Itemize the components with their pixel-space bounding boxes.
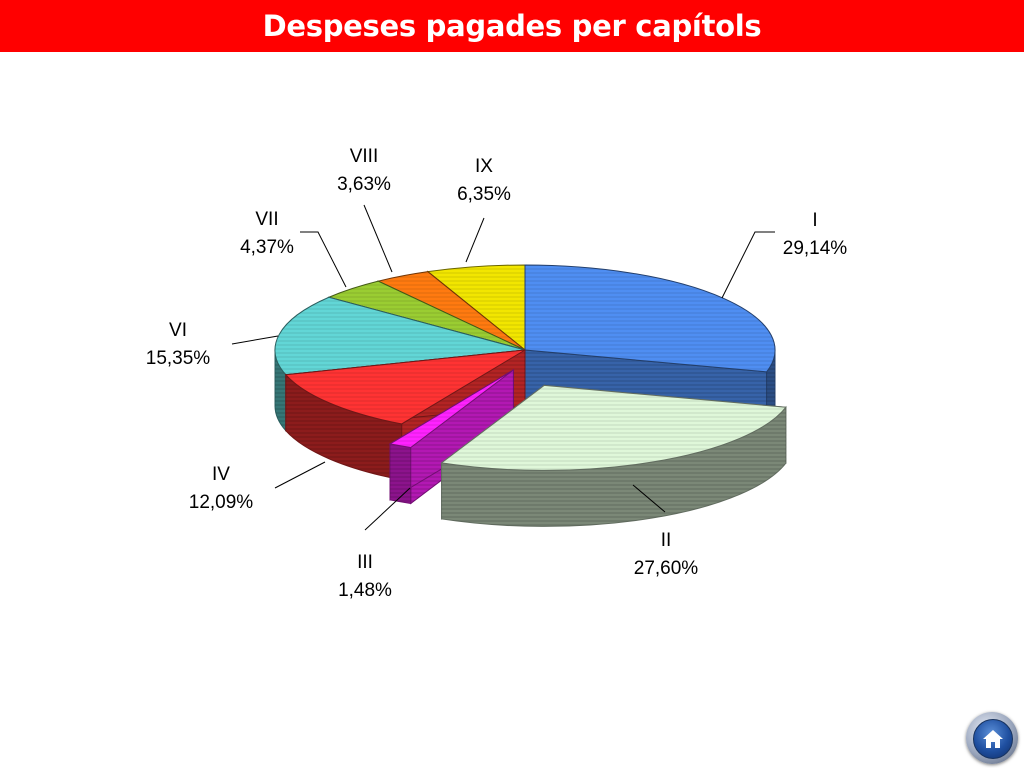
slice-label-iv: IV (212, 464, 230, 485)
slice-value-viii: 3,63% (337, 174, 391, 195)
slice-value-iv: 12,09% (189, 492, 254, 513)
slice-label-iii: III (357, 552, 373, 573)
home-button[interactable] (966, 712, 1018, 764)
slice-label-ix: IX (475, 156, 493, 177)
pie-slice-iii (388, 368, 514, 505)
leader-line-viii (363, 204, 393, 273)
home-button-inner (973, 719, 1013, 759)
leader-line-vi (231, 335, 279, 345)
slice-label-ii: II (661, 530, 672, 551)
leader-line-iii (364, 487, 411, 531)
home-icon (983, 730, 1003, 748)
slice-label-i: I (812, 210, 817, 231)
leader-line-i (721, 231, 775, 299)
slice-value-ix: 6,35% (457, 184, 511, 205)
leader-line-iv (274, 461, 326, 489)
leader-line-vii (300, 231, 347, 288)
leader-line-ii (632, 484, 666, 513)
slice-label-vii: VII (255, 209, 278, 230)
slice-value-iii: 1,48% (338, 580, 392, 601)
leader-line-ix (465, 217, 485, 263)
title-bar: Despeses pagades per capítols (0, 0, 1024, 52)
page-title: Despeses pagades per capítols (262, 9, 762, 43)
slice-value-ii: 27,60% (634, 558, 699, 579)
slice-value-vi: 15,35% (146, 348, 211, 369)
slice-label-viii: VIII (350, 146, 379, 167)
pie-slice-ii (440, 384, 787, 527)
slice-label-vi: VI (169, 320, 187, 341)
slice-value-i: 29,14% (783, 238, 848, 259)
slice-value-vii: 4,37% (240, 237, 294, 258)
